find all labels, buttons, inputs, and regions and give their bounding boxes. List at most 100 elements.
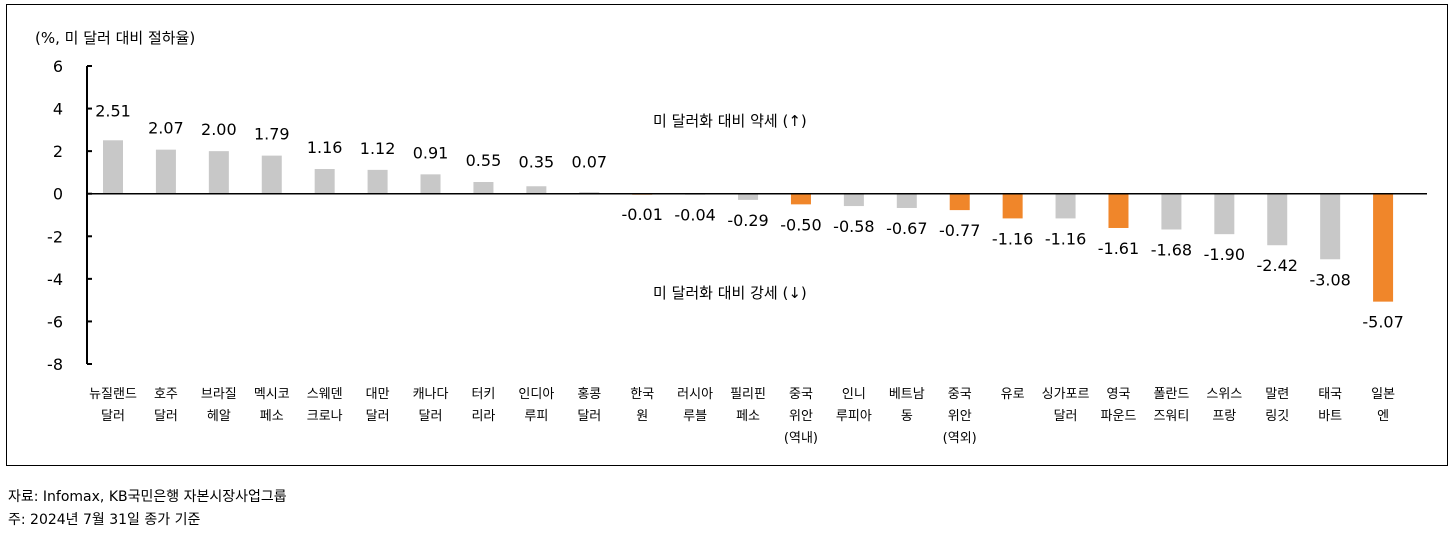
category-label: 크로나 [307, 409, 343, 424]
data-label: -0.77 [939, 221, 980, 240]
category-label: 인디아 [518, 387, 554, 402]
category-label: 동 [901, 409, 913, 424]
data-label: 0.35 [519, 153, 555, 172]
category-label: 위안 [789, 409, 813, 424]
bar [314, 169, 335, 194]
data-label: -0.67 [886, 219, 927, 238]
source-note: 자료: Infomax, KB국민은행 자본시장사업그룹 [8, 489, 287, 505]
data-label: -0.01 [621, 205, 662, 224]
category-label: 한국 [630, 387, 654, 402]
bar [208, 151, 229, 194]
data-label: -1.16 [992, 229, 1033, 248]
date-note: 주: 2024년 7월 31일 종가 기준 [8, 512, 201, 528]
category-label: 원 [636, 409, 648, 424]
bar [420, 174, 441, 194]
bar [1055, 193, 1076, 219]
category-label: 영국 [1107, 387, 1131, 402]
bar [949, 193, 970, 211]
category-label: 달러 [1054, 409, 1078, 424]
category-label: 중국 [789, 387, 813, 402]
bar [1320, 193, 1341, 260]
y-tick-label: -8 [47, 355, 63, 374]
category-label: 달러 [154, 409, 178, 424]
bar [526, 186, 547, 194]
y-tick-label: 0 [53, 185, 63, 204]
category-label: 페소 [260, 409, 284, 424]
data-label: -1.61 [1098, 239, 1139, 258]
category-label: 브라질 [201, 387, 237, 402]
category-label: 루피 [524, 409, 548, 424]
category-label: 리라 [471, 409, 495, 424]
category-label: 바트 [1318, 409, 1342, 424]
data-label: -0.50 [780, 215, 821, 234]
category-label: 뉴질랜드 [89, 387, 137, 402]
y-tick-label: -2 [47, 227, 63, 246]
bar [1002, 193, 1023, 219]
bar [155, 149, 176, 194]
category-label: 베트남 [889, 387, 925, 402]
category-label: 일본 [1371, 387, 1395, 402]
category-label: 폴란드 [1153, 387, 1189, 402]
data-label: 2.00 [201, 120, 237, 139]
bar [738, 193, 759, 200]
y-tick-label: 2 [53, 142, 63, 161]
data-label: 0.07 [571, 153, 607, 172]
bar [790, 193, 811, 205]
category-label: 홍콩 [577, 387, 601, 402]
bar [1161, 193, 1182, 230]
category-label: 프랑 [1212, 409, 1236, 424]
category-label: 싱가포르 [1042, 387, 1090, 402]
category-label: 달러 [366, 409, 390, 424]
category-label: 스위스 [1206, 387, 1242, 402]
bar [896, 193, 917, 208]
category-label: 페소 [736, 409, 760, 424]
data-label: -0.58 [833, 217, 874, 236]
data-label: 2.51 [95, 101, 131, 120]
category-label: 대만 [366, 387, 390, 402]
category-label: 말련 [1265, 387, 1289, 402]
bar [1214, 193, 1235, 235]
category-label: 달러 [419, 409, 443, 424]
category-label: 달러 [101, 409, 125, 424]
data-label: -0.04 [674, 206, 715, 225]
category-label: 유로 [1001, 387, 1025, 402]
category-label: 루블 [683, 409, 707, 424]
category-label: 달러 [577, 409, 601, 424]
data-label: -3.08 [1309, 270, 1350, 289]
category-label: 파운드 [1101, 409, 1137, 424]
bar [1373, 193, 1394, 302]
bar [843, 193, 864, 207]
data-label: 1.79 [254, 125, 290, 144]
category-label: 즈워티 [1153, 409, 1189, 424]
data-label: 2.07 [148, 119, 184, 138]
y-tick-label: -6 [47, 312, 63, 331]
annotation-weak: 미 달러화 대비 약세 (↑) [653, 112, 807, 130]
category-label: 인니 [842, 387, 866, 402]
annotation-strong: 미 달러화 대비 강세 (↓) [653, 284, 807, 302]
category-label: 캐나다 [413, 387, 449, 402]
data-label: 0.91 [413, 143, 449, 162]
category-label: 태국 [1318, 387, 1342, 402]
category-label: 터키 [471, 387, 495, 402]
y-axis-label: (%, 미 달러 대비 절하율) [35, 29, 195, 47]
bar [103, 140, 123, 194]
y-tick-label: 6 [53, 57, 63, 76]
category-label: 루피아 [836, 409, 872, 424]
category-label: 중국 [948, 387, 972, 402]
category-label: (역내) [784, 431, 818, 446]
bar [261, 155, 282, 194]
category-label: 러시아 [677, 387, 713, 402]
data-label: -5.07 [1362, 313, 1403, 332]
data-label: -1.16 [1045, 229, 1086, 248]
y-tick-label: -4 [47, 270, 63, 289]
bar [1267, 193, 1288, 246]
y-tick-label: 4 [53, 100, 63, 119]
category-label: 필리핀 [730, 387, 766, 402]
category-label: 스웨덴 [307, 387, 343, 402]
bar [1108, 193, 1129, 228]
category-label: 헤알 [207, 409, 231, 424]
data-label: -0.29 [727, 211, 768, 230]
category-label: (역외) [943, 431, 977, 446]
